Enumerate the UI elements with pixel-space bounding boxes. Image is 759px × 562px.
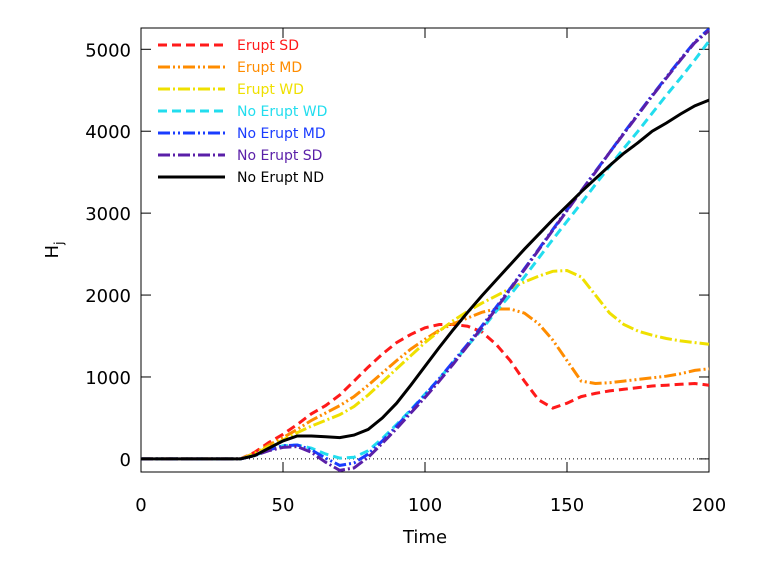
y-tick-label: 3000 <box>85 204 131 225</box>
legend-label: No Erupt SD <box>237 148 322 164</box>
x-tick-label: 100 <box>408 495 442 516</box>
legend-label: Erupt MD <box>237 60 302 76</box>
y-tick-label: 5000 <box>85 40 131 61</box>
series-line <box>141 268 710 461</box>
y-tick-label: 0 <box>120 450 131 471</box>
series-line <box>141 307 710 461</box>
legend-label: No Erupt MD <box>237 126 326 142</box>
x-tick-label: 50 <box>272 495 295 516</box>
y-axis-label-subscript: j <box>52 242 66 246</box>
legend-label: Erupt SD <box>237 38 299 54</box>
series-line <box>141 40 711 461</box>
series-line <box>141 29 710 472</box>
y-tick-label: 4000 <box>85 122 131 143</box>
legend-label: Erupt WD <box>237 82 304 98</box>
series-line <box>141 27 711 467</box>
series-line <box>141 323 710 461</box>
legend-label: No Erupt WD <box>237 104 327 120</box>
x-axis-label: Time <box>402 527 447 548</box>
x-tick-label: 150 <box>550 495 584 516</box>
legend-label: No Erupt ND <box>237 170 324 186</box>
y-tick-label: 1000 <box>85 368 131 389</box>
y-axis-label-main: H <box>42 245 63 259</box>
plot-frame <box>140 27 710 473</box>
series-line <box>141 98 710 461</box>
x-tick-label: 0 <box>135 495 146 516</box>
y-axis-label: Hj <box>42 242 66 259</box>
y-tick-label: 2000 <box>85 286 131 307</box>
x-tick-label: 200 <box>692 495 726 516</box>
